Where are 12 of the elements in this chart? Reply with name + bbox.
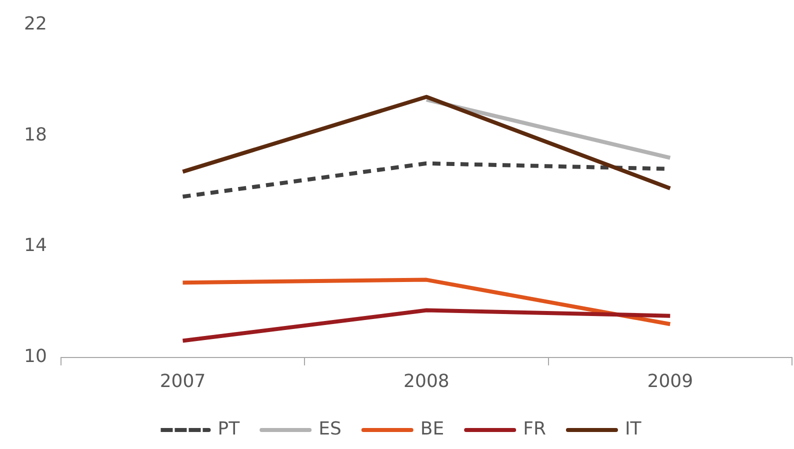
y-tick-label: 10 bbox=[24, 346, 47, 368]
legend-label: FR bbox=[523, 418, 546, 440]
legend-label: IT bbox=[624, 418, 642, 440]
y-tick-label: 14 bbox=[24, 235, 47, 256]
legend-label: BE bbox=[420, 418, 444, 440]
y-tick-label: 22 bbox=[24, 13, 47, 34]
y-tick-label: 18 bbox=[24, 124, 47, 146]
x-tick-label: 2009 bbox=[647, 370, 694, 392]
x-tick-label: 2007 bbox=[160, 370, 206, 392]
legend-label: ES bbox=[318, 418, 342, 440]
legend-label: PT bbox=[218, 418, 241, 440]
x-tick-label: 2008 bbox=[404, 370, 450, 392]
